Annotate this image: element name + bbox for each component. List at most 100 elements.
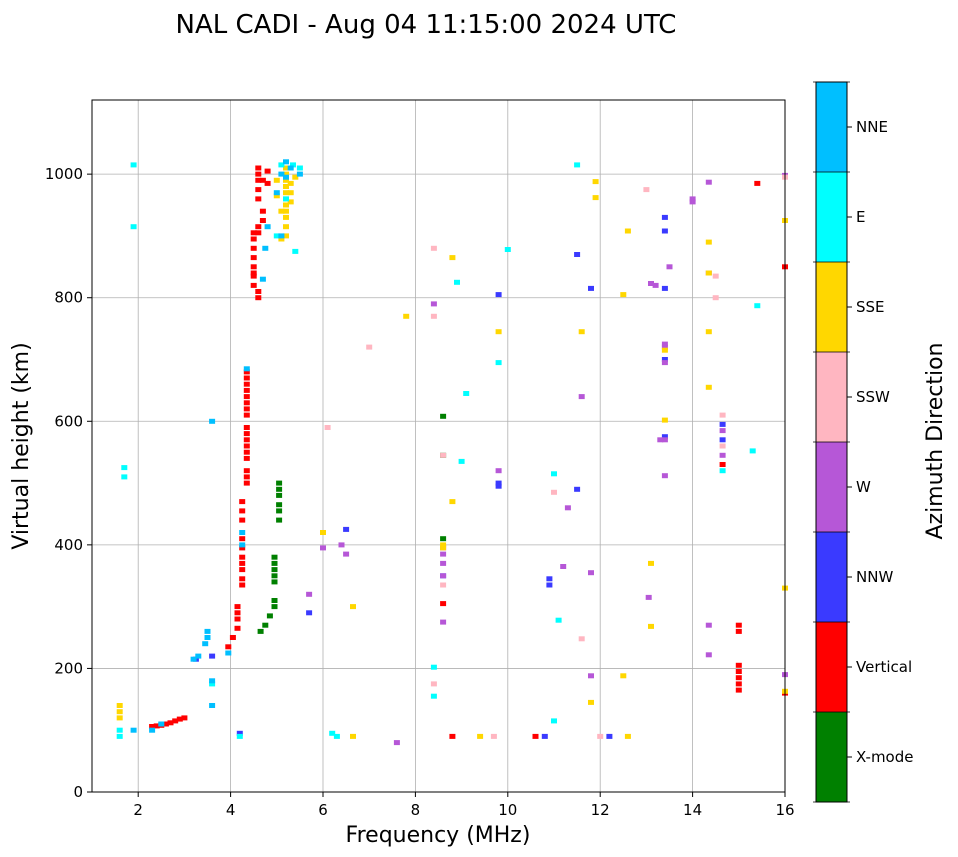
data-point (121, 465, 128, 471)
y-axis-ticks: 0 200 400 600 800 1000 (45, 165, 92, 801)
data-point (306, 610, 313, 616)
data-point (195, 653, 202, 659)
data-point (243, 443, 250, 449)
data-point (661, 347, 668, 353)
data-point (239, 545, 246, 551)
data-point (116, 733, 123, 739)
y-tick-label: 800 (54, 289, 83, 307)
data-point (278, 171, 285, 177)
colorbar-tick-label: E (856, 208, 865, 226)
data-point (648, 623, 654, 629)
data-point (661, 434, 668, 440)
data-point (689, 196, 696, 202)
data-point (292, 248, 299, 254)
data-point (495, 360, 502, 366)
data-point (276, 492, 283, 498)
data-point (176, 716, 183, 722)
y-tick-label: 400 (54, 536, 83, 554)
data-point (661, 360, 668, 366)
data-point (273, 177, 280, 183)
data-point (495, 480, 502, 486)
data-point (239, 536, 246, 542)
data-point (705, 652, 712, 658)
data-point (271, 560, 278, 566)
data-point (458, 458, 465, 464)
colorbar-segment (816, 352, 847, 442)
data-point (255, 224, 262, 230)
data-point (490, 733, 497, 739)
data-point (661, 228, 668, 234)
data-point (477, 733, 484, 739)
data-point (689, 199, 696, 205)
data-point (463, 391, 470, 396)
data-point (283, 224, 289, 230)
colorbar-segment (816, 172, 847, 262)
data-point (278, 233, 285, 239)
data-point (541, 733, 548, 739)
data-point (495, 483, 502, 489)
data-point (749, 448, 756, 454)
data-point (454, 279, 460, 285)
data-point (652, 282, 659, 288)
data-point (661, 437, 668, 443)
data-point (283, 208, 289, 214)
data-point (239, 517, 246, 523)
data-point (551, 489, 557, 495)
data-point (624, 733, 631, 739)
data-point (158, 721, 165, 727)
data-point (719, 443, 726, 449)
data-point (648, 281, 654, 286)
data-point (250, 230, 257, 236)
series-x-mode (257, 413, 447, 634)
grid-lines (92, 100, 785, 792)
data-point (243, 406, 250, 412)
data-point (320, 545, 326, 551)
data-point (735, 669, 742, 674)
data-point (588, 699, 594, 705)
data-point (255, 187, 262, 193)
data-point (495, 329, 502, 335)
data-point (546, 582, 553, 588)
data-point (239, 582, 246, 588)
data-point (239, 508, 246, 514)
data-point (250, 236, 257, 242)
data-point (262, 245, 269, 251)
data-point (257, 628, 264, 634)
data-point (661, 341, 668, 347)
data-point (287, 199, 294, 205)
data-point (283, 184, 289, 189)
data-point (243, 369, 250, 375)
data-point (719, 421, 726, 427)
data-point (705, 622, 712, 628)
data-point (255, 230, 262, 236)
data-point (719, 452, 726, 458)
data-point (116, 703, 123, 708)
data-point (234, 616, 241, 622)
data-point (259, 177, 266, 183)
data-point (255, 289, 262, 294)
data-point (705, 384, 712, 390)
colorbar-segment (816, 82, 847, 172)
data-point (430, 313, 437, 319)
data-point (449, 733, 456, 739)
data-point (495, 292, 502, 298)
data-point (555, 617, 562, 623)
colorbar-tick-label: NNW (856, 568, 893, 586)
data-point (149, 724, 156, 729)
data-point (338, 542, 345, 548)
data-point (661, 285, 668, 291)
data-point (116, 709, 123, 715)
series-nnw (192, 214, 726, 739)
data-point (283, 177, 289, 183)
data-point (153, 723, 160, 729)
data-point (250, 255, 257, 261)
data-point (271, 567, 278, 573)
colorbar: X-mode Vertical NNW W SSW SSE E NNE (813, 81, 913, 803)
data-point (204, 628, 211, 634)
data-point (403, 313, 410, 319)
data-point (296, 165, 303, 171)
data-point (239, 499, 246, 505)
data-point (276, 517, 283, 523)
x-tick-label: 6 (318, 801, 328, 819)
colorbar-tick-label: SSE (856, 298, 885, 316)
